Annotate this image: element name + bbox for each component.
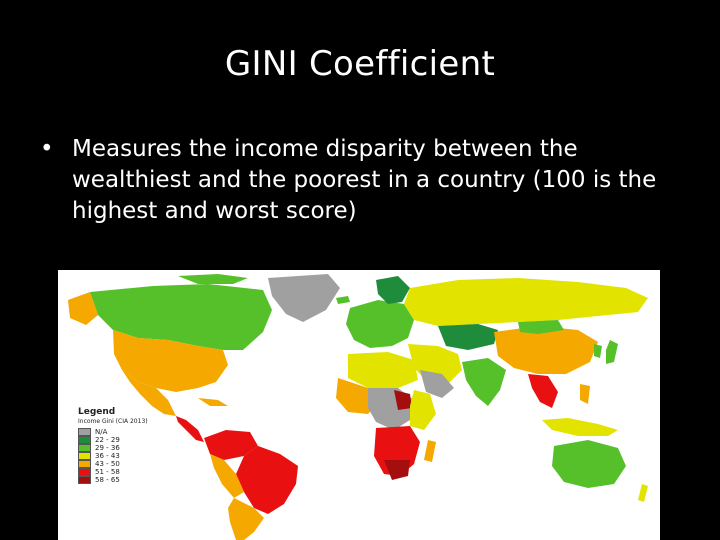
legend-items: N/A 22 - 29 29 - 36 36 - 43 43 - 50 bbox=[78, 428, 148, 484]
region-scandinavia bbox=[376, 276, 410, 304]
region-usa bbox=[113, 330, 228, 392]
region-russia bbox=[404, 278, 648, 326]
region-canada bbox=[90, 284, 272, 350]
region-mexico bbox=[122, 370, 176, 416]
region-mongolia bbox=[518, 320, 564, 334]
legend-item: 58 - 65 bbox=[78, 476, 148, 484]
legend-label: N/A bbox=[95, 428, 108, 436]
legend-swatch bbox=[78, 452, 91, 460]
region-south-asia bbox=[462, 358, 506, 406]
region-andes bbox=[210, 454, 244, 498]
region-central-asia bbox=[438, 324, 498, 350]
region-arabia bbox=[420, 370, 454, 398]
region-southeast-asia bbox=[528, 374, 558, 408]
region-indonesia bbox=[542, 418, 618, 436]
region-arctic-islands bbox=[178, 274, 248, 284]
region-south-america-north bbox=[204, 430, 258, 460]
legend-subtitle: Income Gini (CIA 2013) bbox=[78, 418, 148, 425]
legend-label: 29 - 36 bbox=[95, 444, 120, 452]
region-japan bbox=[606, 340, 618, 364]
region-new-zealand bbox=[638, 484, 648, 502]
legend-label: 43 - 50 bbox=[95, 460, 120, 468]
region-china bbox=[494, 326, 598, 374]
legend-swatch bbox=[78, 444, 91, 452]
legend-swatch bbox=[78, 436, 91, 444]
region-greenland bbox=[268, 274, 340, 322]
region-madagascar bbox=[424, 440, 436, 462]
region-philippines bbox=[580, 384, 590, 404]
legend-item: 36 - 43 bbox=[78, 452, 148, 460]
legend-label: 58 - 65 bbox=[95, 476, 120, 484]
legend-swatch bbox=[78, 476, 91, 484]
world-map: Legend Income Gini (CIA 2013) N/A 22 - 2… bbox=[58, 270, 660, 540]
bullet-text: Measures the income disparity between th… bbox=[72, 136, 657, 224]
legend-item: 22 - 29 bbox=[78, 436, 148, 444]
region-europe bbox=[346, 300, 414, 348]
region-north-africa bbox=[348, 352, 418, 388]
legend-item: 43 - 50 bbox=[78, 460, 148, 468]
region-south-africa bbox=[384, 460, 410, 480]
region-southern-cone bbox=[228, 498, 264, 540]
region-central-africa-red bbox=[394, 390, 412, 410]
legend-swatch bbox=[78, 460, 91, 468]
region-caribbean bbox=[198, 398, 228, 406]
region-central-america bbox=[176, 416, 204, 442]
region-iceland bbox=[336, 296, 350, 304]
region-australia bbox=[552, 440, 626, 488]
legend-swatch bbox=[78, 428, 91, 436]
region-east-africa bbox=[410, 390, 436, 430]
legend-label: 51 - 58 bbox=[95, 468, 120, 476]
legend-label: 22 - 29 bbox=[95, 436, 120, 444]
slide-title: GINI Coefficient bbox=[224, 44, 496, 84]
legend-swatch bbox=[78, 468, 91, 476]
legend-title: Legend bbox=[78, 407, 116, 417]
region-alaska bbox=[68, 292, 98, 325]
world-map-svg bbox=[68, 274, 648, 540]
region-korea bbox=[594, 344, 602, 358]
map-legend: Legend Income Gini (CIA 2013) N/A 22 - 2… bbox=[78, 408, 148, 484]
bullet-dot-icon: • bbox=[40, 136, 54, 162]
region-brazil bbox=[236, 446, 298, 514]
legend-item: 51 - 58 bbox=[78, 468, 148, 476]
bullet-point: • Measures the income disparity between … bbox=[40, 134, 680, 227]
legend-label: 36 - 43 bbox=[95, 452, 120, 460]
legend-item: 29 - 36 bbox=[78, 444, 148, 452]
legend-item: N/A bbox=[78, 428, 148, 436]
